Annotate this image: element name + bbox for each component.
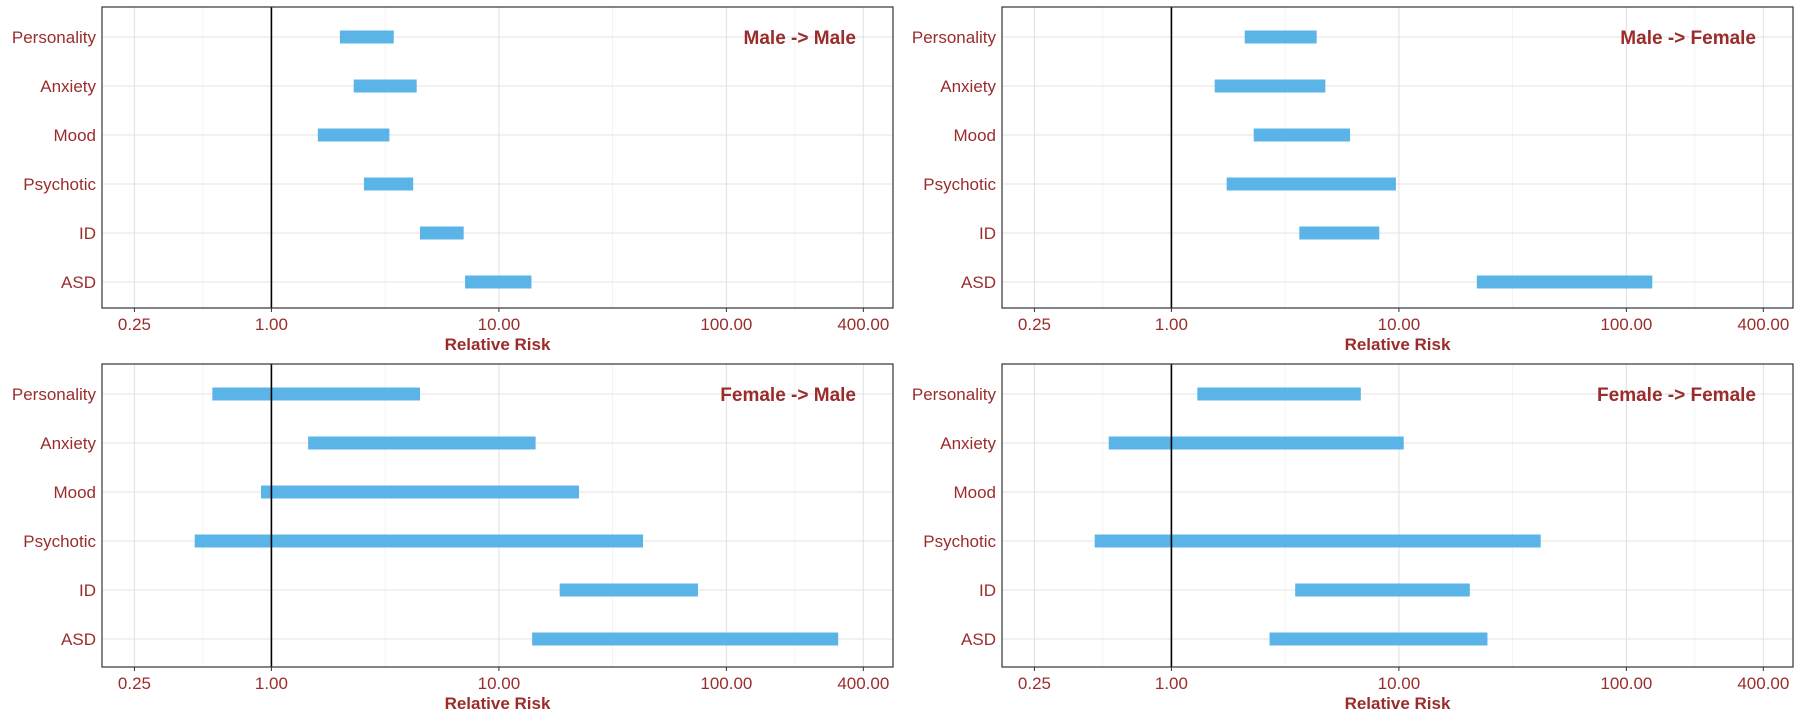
ci-bar-id: [420, 226, 464, 240]
ci-bar-anxiety: [308, 436, 536, 450]
panel-title: Female -> Male: [720, 385, 856, 406]
ci-bar-id: [559, 583, 698, 597]
x-axis-title: Relative Risk: [445, 694, 551, 713]
category-label: Mood: [953, 126, 996, 145]
ci-bar-psychotic: [1226, 177, 1396, 191]
category-label: Mood: [953, 483, 996, 502]
x-tick-label: 1.00: [1155, 315, 1188, 334]
panel-3: Personality Anxiety Mood Psychotic ID ASD 0.25…: [912, 363, 1794, 713]
category-label: Psychotic: [923, 175, 996, 194]
x-tick-label: 400.00: [837, 315, 889, 334]
panel-frame: [1001, 363, 1794, 668]
category-label: Mood: [53, 126, 96, 145]
panel-frame: [101, 363, 894, 668]
x-tick-label: 10.00: [478, 315, 521, 334]
panel-title: Male -> Male: [744, 28, 856, 49]
x-tick-label: 0.25: [118, 315, 151, 334]
category-label: ID: [979, 581, 996, 600]
panel-0: Personality Anxiety Mood Psychotic ID ASD 0.25…: [12, 6, 894, 354]
x-tick-label: 10.00: [478, 674, 521, 693]
x-axis-title: Relative Risk: [445, 335, 551, 354]
x-tick-label: 0.25: [1018, 674, 1051, 693]
ci-bar-anxiety: [1108, 436, 1404, 450]
category-label: Personality: [912, 28, 997, 47]
ci-bar-personality: [1244, 30, 1317, 44]
x-tick-label: 100.00: [1600, 315, 1652, 334]
ci-bar-id: [1295, 583, 1470, 597]
category-label: Anxiety: [40, 77, 96, 96]
panel-frame: [101, 6, 894, 309]
x-tick-label: 100.00: [700, 315, 752, 334]
category-label: Psychotic: [23, 175, 96, 194]
ci-bar-mood: [261, 485, 580, 499]
category-label: Anxiety: [940, 434, 996, 453]
ci-bar-personality: [1197, 387, 1361, 401]
x-axis-title: Relative Risk: [1345, 335, 1451, 354]
x-tick-label: 400.00: [1737, 674, 1789, 693]
x-tick-label: 10.00: [1378, 315, 1421, 334]
ci-bar-anxiety: [1214, 79, 1326, 93]
x-tick-label: 10.00: [1378, 674, 1421, 693]
x-tick-label: 400.00: [837, 674, 889, 693]
category-label: ASD: [961, 273, 996, 292]
ci-bar-asd: [465, 275, 532, 289]
x-tick-label: 0.25: [118, 674, 151, 693]
ci-bar-mood: [1253, 128, 1351, 142]
ci-bar-psychotic: [194, 534, 644, 548]
category-label: ASD: [961, 630, 996, 649]
x-tick-label: 100.00: [700, 674, 752, 693]
category-label: Personality: [12, 385, 97, 404]
category-label: Psychotic: [23, 532, 96, 551]
ci-bar-psychotic: [1094, 534, 1541, 548]
x-tick-label: 1.00: [255, 315, 288, 334]
ci-bar-asd: [532, 632, 839, 646]
ci-bar-personality: [339, 30, 394, 44]
panel-title: Female -> Female: [1597, 385, 1756, 406]
category-label: Mood: [53, 483, 96, 502]
panel-title: Male -> Female: [1620, 28, 1756, 49]
ci-bar-id: [1299, 226, 1380, 240]
x-tick-label: 400.00: [1737, 315, 1789, 334]
category-label: ID: [79, 581, 96, 600]
ci-bar-psychotic: [363, 177, 414, 191]
category-label: ID: [79, 224, 96, 243]
category-label: Anxiety: [40, 434, 96, 453]
ci-bar-asd: [1476, 275, 1653, 289]
x-tick-label: 100.00: [1600, 674, 1652, 693]
category-label: Anxiety: [940, 77, 996, 96]
ci-bar-mood: [317, 128, 390, 142]
category-label: ASD: [61, 273, 96, 292]
category-label: Personality: [12, 28, 97, 47]
x-tick-label: 1.00: [1155, 674, 1188, 693]
category-label: Psychotic: [923, 532, 996, 551]
panel-2: Personality Anxiety Mood Psychotic ID ASD 0.25…: [12, 363, 894, 713]
category-label: ASD: [61, 630, 96, 649]
x-axis-title: Relative Risk: [1345, 694, 1451, 713]
panel-1: Personality Anxiety Mood Psychotic ID ASD 0.25…: [912, 6, 1794, 354]
x-tick-label: 0.25: [1018, 315, 1051, 334]
panel-frame: [1001, 6, 1794, 309]
ci-bar-anxiety: [353, 79, 417, 93]
ci-bar-personality: [212, 387, 421, 401]
x-tick-label: 1.00: [255, 674, 288, 693]
category-label: Personality: [912, 385, 997, 404]
category-label: ID: [979, 224, 996, 243]
ci-bar-asd: [1269, 632, 1488, 646]
